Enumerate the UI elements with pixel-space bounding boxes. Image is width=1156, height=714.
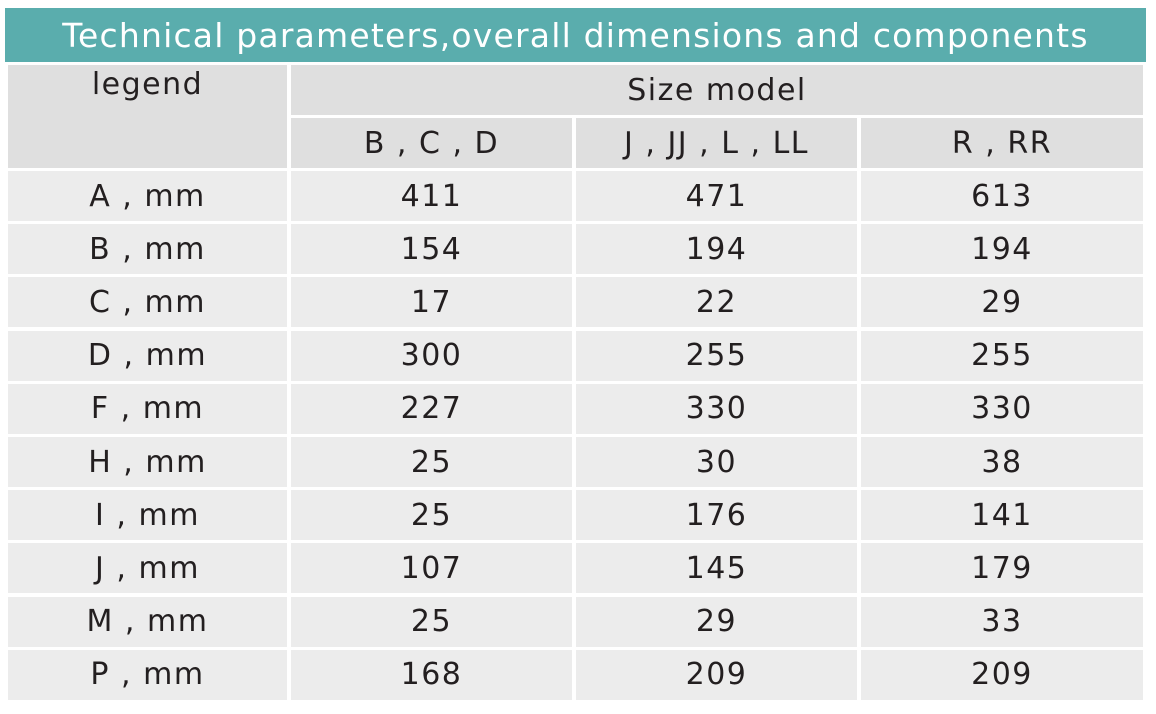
value-cell: 168 [291,649,572,700]
row-label: D , mm [8,330,287,381]
value-cell: 25 [291,596,572,647]
value-cell: 29 [576,596,857,647]
row-label: A , mm [8,171,287,221]
row-label: B , mm [8,224,287,275]
row-label: M , mm [8,596,287,647]
value-cell: 145 [576,543,857,594]
value-cell: 176 [576,490,857,541]
value-cell: 209 [861,649,1143,700]
value-cell: 194 [861,224,1143,275]
value-cell: 194 [576,224,857,275]
value-cell: 227 [291,383,572,434]
value-cell: 29 [861,277,1143,328]
value-cell: 209 [576,649,857,700]
value-cell: 300 [291,330,572,381]
row-label: P , mm [8,649,287,700]
row-label: H , mm [8,437,287,487]
value-cell: 255 [576,330,857,381]
column-header: J , JJ , L , LL [576,118,857,168]
column-header: R , RR [861,118,1143,168]
title: Technical parameters,overall dimensions … [5,8,1146,62]
value-cell: 33 [861,596,1143,647]
row-label: J , mm [8,543,287,594]
value-cell: 17 [291,277,572,328]
value-cell: 38 [861,437,1143,487]
row-label: C , mm [8,277,287,328]
row-label: I , mm [8,490,287,541]
column-header: B , C , D [291,118,572,168]
value-cell: 330 [861,383,1143,434]
value-cell: 25 [291,437,572,487]
value-cell: 22 [576,277,857,328]
legend-header: legend [8,65,287,168]
value-cell: 179 [861,543,1143,594]
value-cell: 471 [576,171,857,221]
row-label: F , mm [8,383,287,434]
value-cell: 411 [291,171,572,221]
value-cell: 141 [861,490,1143,541]
value-cell: 255 [861,330,1143,381]
value-cell: 30 [576,437,857,487]
group-header: Size model [291,65,1143,115]
value-cell: 613 [861,171,1143,221]
value-cell: 25 [291,490,572,541]
value-cell: 330 [576,383,857,434]
value-cell: 107 [291,543,572,594]
value-cell: 154 [291,224,572,275]
